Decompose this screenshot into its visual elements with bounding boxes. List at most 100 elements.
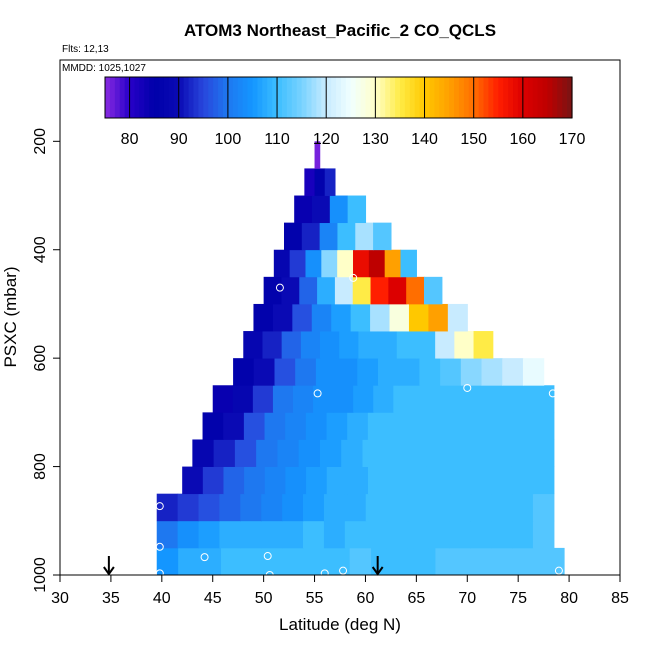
colorbar-swatch	[355, 77, 362, 118]
heatmap-cell	[493, 385, 515, 413]
heatmap-cell	[305, 412, 328, 440]
colorbar-swatch	[380, 77, 386, 118]
colorbar-swatch	[557, 77, 563, 118]
colorbar-swatch	[222, 77, 229, 118]
heatmap-cell	[378, 358, 400, 386]
colorbar-swatch	[119, 77, 126, 118]
y-tick-label: 400	[32, 236, 49, 263]
heatmap-cell	[428, 493, 450, 522]
heatmap-cell	[353, 249, 370, 278]
heatmap-cell	[292, 385, 314, 413]
heatmap-cell	[240, 493, 262, 522]
heatmap-cell	[305, 249, 322, 278]
heatmap-cell	[292, 303, 313, 332]
colorbar-swatch	[257, 77, 263, 118]
heatmap-cell	[272, 385, 294, 413]
colorbar-swatch	[242, 77, 249, 118]
colorbar-swatch	[478, 77, 485, 118]
colorbar-swatch	[306, 77, 313, 118]
colorbar-swatch	[114, 77, 121, 118]
heatmap-cell	[313, 385, 334, 413]
colorbar-swatch	[286, 77, 293, 118]
heatmap-cell	[192, 439, 215, 467]
heatmap-cell	[471, 412, 493, 440]
heatmap-cell	[388, 466, 410, 495]
sample-point	[155, 542, 164, 551]
heatmap-cell	[242, 547, 265, 576]
heatmap-cell	[212, 385, 234, 413]
sample-point	[275, 283, 284, 292]
heatmap-cell	[453, 385, 475, 413]
colorbar-swatch	[390, 77, 396, 118]
colorbar-swatch	[129, 77, 136, 118]
heatmap-cell	[512, 412, 534, 440]
colorbar-tick-label: 90	[170, 131, 188, 148]
heatmap-cell	[320, 331, 340, 359]
x-tick-label: 30	[51, 590, 69, 607]
heatmap-cell	[522, 358, 545, 386]
x-tick-label: 40	[153, 590, 171, 607]
colorbar-swatch	[218, 77, 224, 118]
colorbar-swatch	[375, 77, 381, 118]
heatmap-cell	[435, 547, 458, 576]
colorbar-swatch	[124, 77, 131, 118]
colorbar-swatch	[105, 77, 111, 118]
heatmap-cell	[314, 141, 321, 169]
colorbar-swatch	[331, 77, 337, 118]
heatmap-cell	[481, 358, 503, 386]
colorbar-swatch	[173, 77, 180, 118]
heatmap-cell	[261, 493, 283, 522]
colorbar-swatch	[227, 77, 234, 118]
colorbar-swatch	[547, 77, 553, 118]
heatmap-cell	[365, 520, 388, 549]
heatmap-cell	[471, 466, 493, 495]
colorbar-swatch	[395, 77, 401, 118]
sample-point	[463, 383, 472, 392]
colorbar-swatch	[458, 77, 465, 118]
heatmap-cell	[336, 358, 358, 386]
colorbar-tick-label: 170	[559, 131, 586, 148]
heatmap-cell	[450, 466, 472, 495]
heatmap-cell	[282, 493, 304, 522]
colorbar-swatch	[291, 77, 298, 118]
heatmap-cell	[202, 466, 225, 495]
colorbar-swatch	[247, 77, 254, 118]
colorbar-swatch	[449, 77, 455, 118]
colorbar-swatch	[134, 77, 141, 118]
heatmap-cell	[331, 303, 352, 332]
colorbar-swatch	[385, 77, 391, 118]
heatmap-cell	[277, 439, 300, 467]
heatmap-cell	[491, 493, 513, 522]
heatmap-cell	[511, 439, 534, 467]
heatmap-cell	[429, 466, 452, 495]
heatmap-cell	[329, 195, 349, 224]
x-tick-label: 60	[357, 590, 375, 607]
heatmap-cell	[334, 276, 354, 305]
heatmap-cell	[447, 439, 470, 467]
colorbar-swatch	[316, 77, 322, 118]
heatmap-cell	[532, 493, 555, 522]
heatmap-cell	[396, 331, 417, 359]
sample-point	[548, 389, 557, 398]
colorbar-swatch	[552, 77, 558, 118]
x-tick-label: 65	[407, 590, 425, 607]
heatmap-cell	[156, 520, 179, 549]
heatmap-cell	[407, 520, 430, 549]
colorbar-swatch	[542, 77, 549, 118]
heatmap-cell	[341, 439, 364, 467]
colorbar-swatch	[508, 77, 514, 118]
heatmap-cell	[295, 358, 317, 386]
colorbar-swatch	[277, 77, 283, 118]
heatmap-cell	[468, 439, 491, 467]
heatmap-cell	[326, 412, 348, 440]
x-tick-label: 45	[204, 590, 222, 607]
colorbar-swatch	[454, 77, 460, 118]
heatmap-cell	[499, 547, 522, 576]
heatmap-cell	[404, 439, 427, 467]
heatmap-cell	[386, 493, 409, 522]
heatmap-cell	[533, 385, 555, 413]
colorbar-swatch	[232, 77, 239, 118]
heatmap-cell	[213, 439, 236, 467]
heatmap-cell	[413, 547, 436, 576]
